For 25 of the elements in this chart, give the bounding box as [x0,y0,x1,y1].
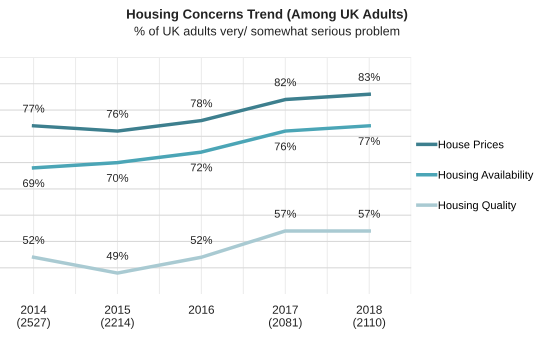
x-tick-label: 2017 (2081) [268,305,302,329]
chart-subtitle: % of UK adults very/ somewhat serious problem [134,26,400,38]
data-label: 76% [106,110,128,118]
x-tick-label: 2014 (2527) [17,305,50,329]
data-label: 49% [106,252,128,260]
data-label: 69% [23,179,44,188]
data-label: 52% [190,236,212,244]
legend-label: House Prices [438,140,504,148]
legend-label: Housing Availability [438,170,534,181]
x-tick-label: 2015 (2214) [101,305,134,329]
data-label: 83% [358,73,380,81]
data-label: 77% [23,104,44,112]
data-label: 52% [22,236,44,244]
data-label: 78% [190,99,212,108]
data-label: 57% [358,210,380,218]
data-label: 76% [274,142,296,150]
chart-title: Housing Concerns Trend (Among UK Adults) [127,9,408,22]
data-label: 57% [274,210,296,218]
x-tick-label: 2018 (2110) [353,305,386,329]
data-label: 77% [358,137,380,146]
data-label: 70% [106,174,128,182]
data-label: 72% [190,164,212,172]
legend-label: Housing Quality [438,200,516,212]
x-tick-label: 2016 [188,305,214,314]
data-label: 82% [274,78,296,86]
